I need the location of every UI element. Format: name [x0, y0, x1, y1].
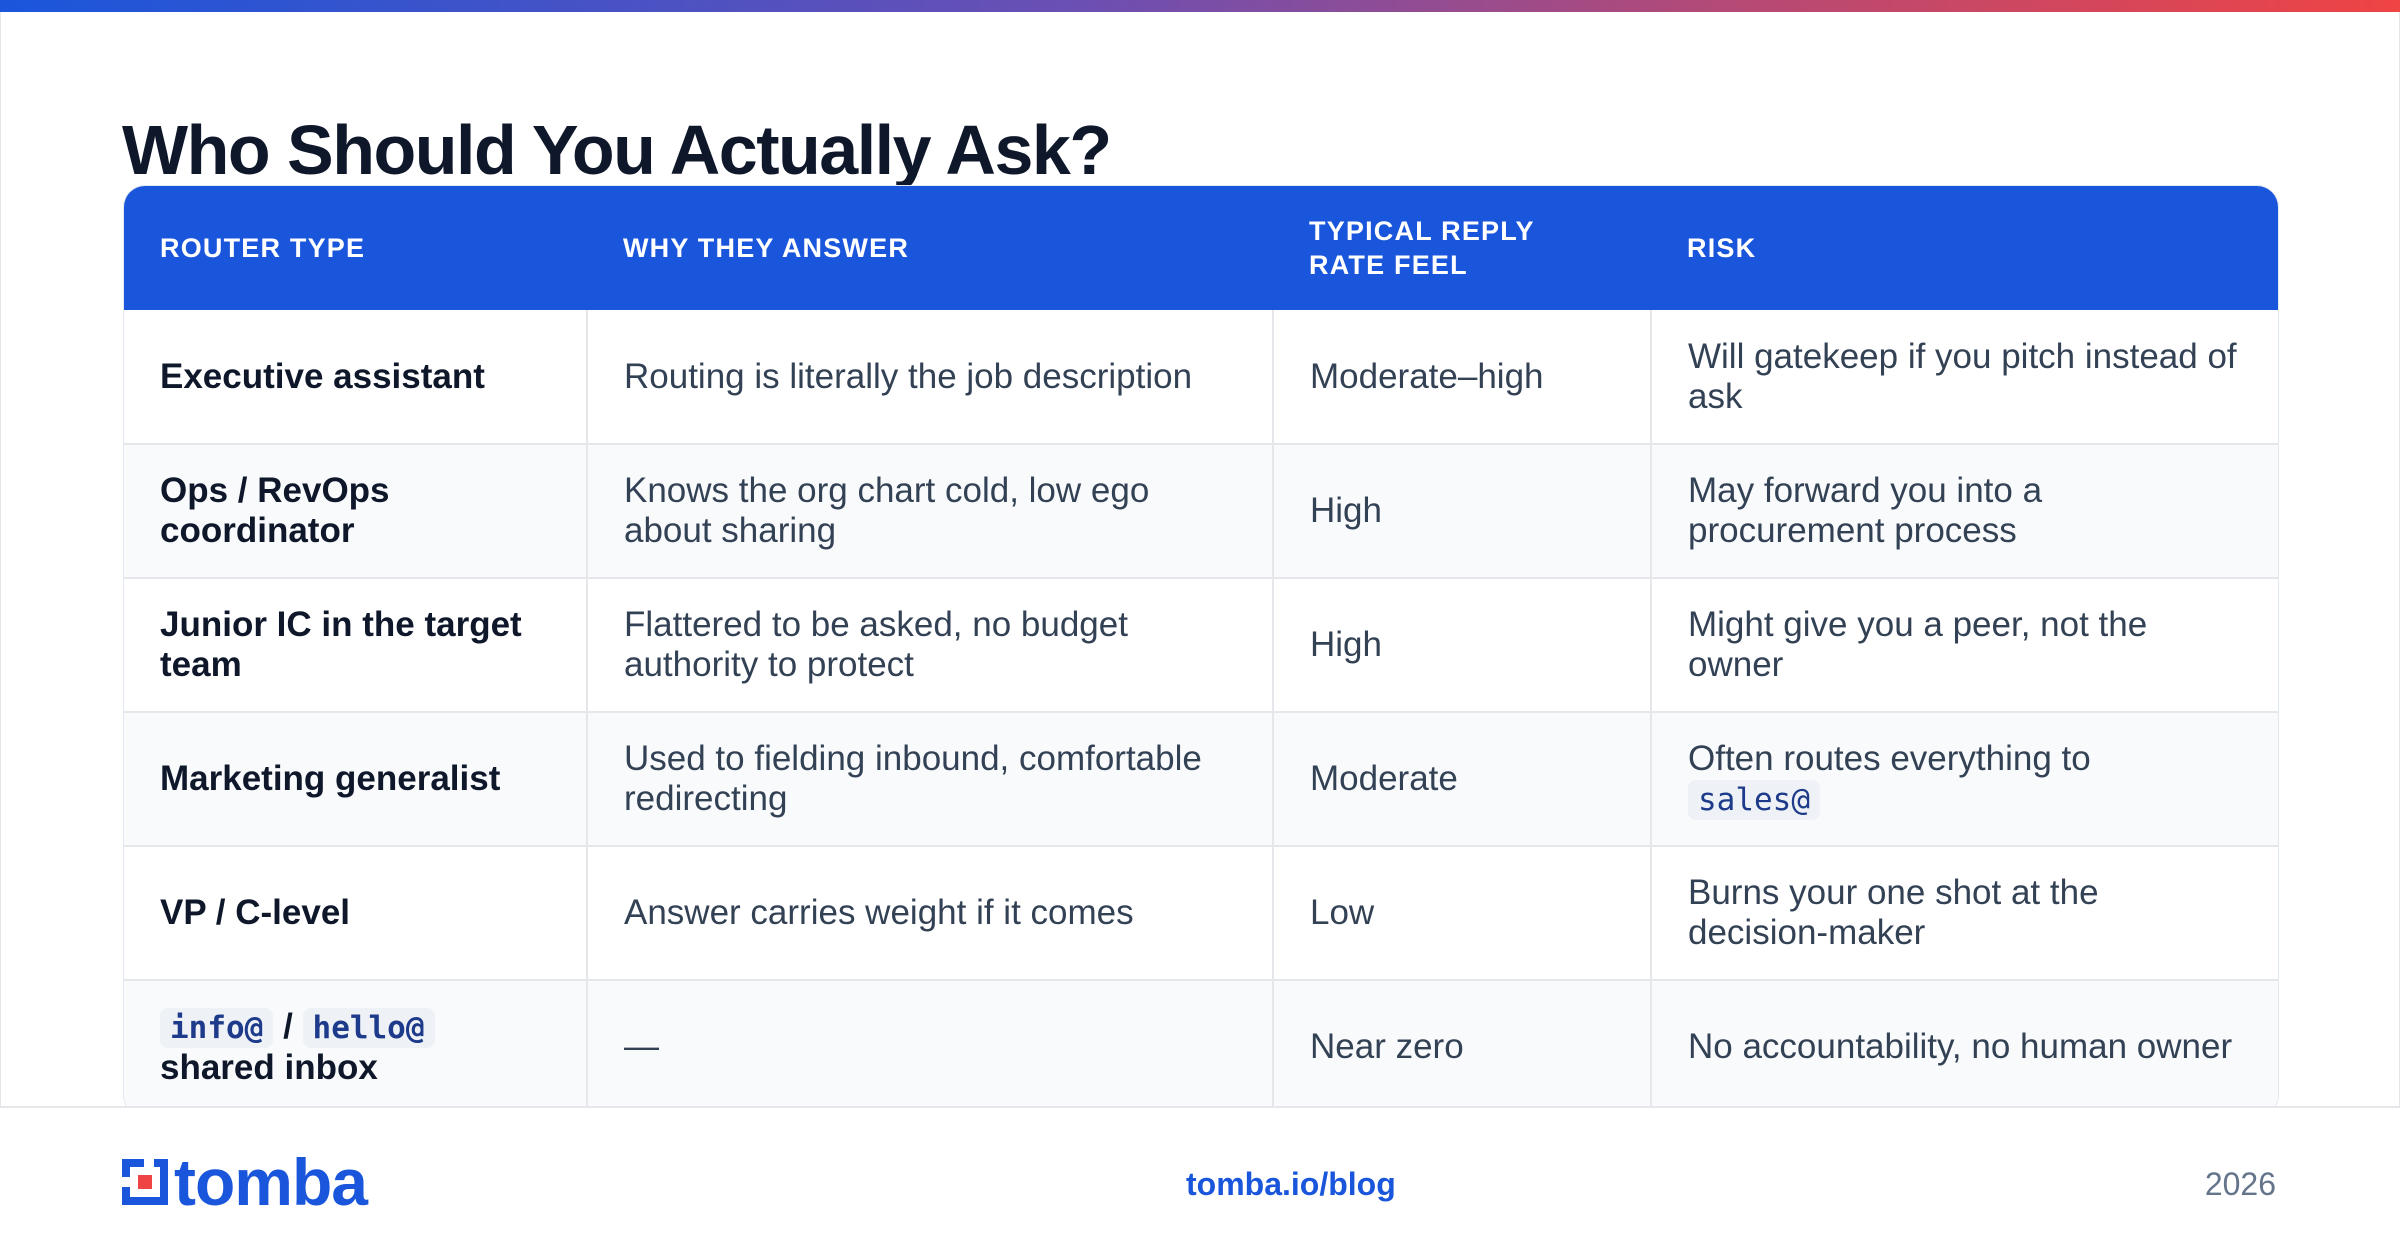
router-type-cell: Marketing generalist [124, 712, 588, 847]
top-gradient-bar [0, 0, 2400, 12]
table-row: Junior IC in the target team Flattered t… [124, 578, 2278, 713]
risk-cell: May forward you into a procurement proce… [1651, 444, 2278, 579]
email-code-info: info@ [160, 1007, 274, 1048]
table-row: Ops / RevOps coordinator Knows the org c… [124, 444, 2278, 579]
reply-rate-cell: High [1273, 578, 1652, 713]
table-header-row: Router type Why they answer Typical repl… [124, 186, 2278, 310]
column-header-risk: Risk [1687, 233, 1757, 263]
risk-cell: Will gatekeep if you pitch instead of as… [1651, 310, 2278, 445]
footer [0, 1108, 2400, 1260]
tomba-logo[interactable]: tomba [122, 1145, 368, 1219]
risk-cell: Might give you a peer, not the owner [1651, 578, 2278, 713]
column-header-reply-rate: Typical reply rate feel [1309, 216, 1535, 280]
blog-link[interactable]: tomba.io/blog [1186, 1166, 1396, 1202]
why-cell: Knows the org chart cold, low ego about … [587, 444, 1274, 579]
reply-rate-cell: High [1273, 444, 1652, 579]
page-title: Who Should You Actually Ask? [122, 111, 1112, 189]
email-code-hello: hello@ [302, 1007, 435, 1048]
risk-cell: No accountability, no human owner [1651, 980, 2278, 1115]
router-type-cell: Junior IC in the target team [124, 578, 588, 713]
column-header-why: Why they answer [623, 233, 910, 263]
table-row: VP / C-level Answer carries weight if it… [124, 846, 2278, 981]
risk-cell: Burns your one shot at the decision-make… [1651, 846, 2278, 981]
router-table: Router type Why they answer Typical repl… [123, 185, 2279, 1117]
reply-rate-cell: Near zero [1273, 980, 1652, 1115]
email-code-sales: sales@ [1688, 779, 1820, 820]
column-header-router-type: Router type [160, 233, 366, 263]
router-type-cell: VP / C-level [124, 846, 588, 981]
why-cell: Flattered to be asked, no budget authori… [587, 578, 1274, 713]
table-row: Executive assistant Routing is literally… [124, 310, 2278, 445]
router-type-cell: Executive assistant [124, 310, 588, 445]
reply-rate-cell: Moderate–high [1273, 310, 1652, 445]
risk-text: Often routes everything to [1688, 738, 2091, 778]
tomba-logo-icon [122, 1159, 168, 1205]
router-type-cell: info@ / hello@ shared inbox [124, 980, 588, 1115]
risk-cell: Often routes everything to sales@ [1651, 712, 2278, 847]
logo-wordmark: tomba [174, 1145, 368, 1219]
why-cell: Answer carries weight if it comes [587, 846, 1274, 981]
why-cell: Routing is literally the job description [587, 310, 1274, 445]
table-row: info@ / hello@ shared inbox — Near zero N… [124, 980, 2278, 1115]
router-type-separator: / [283, 1006, 293, 1046]
footer-year: 2026 [2204, 1166, 2276, 1202]
why-cell: — [587, 980, 1274, 1115]
router-type-cell: Ops / RevOps coordinator [124, 444, 588, 579]
reply-rate-cell: Moderate [1273, 712, 1652, 847]
why-cell: Used to fielding inbound, comfortable re… [587, 712, 1274, 847]
router-type-text: shared inbox [160, 1047, 378, 1087]
footer-divider [0, 1106, 2400, 1108]
table-row: Marketing generalist Used to fielding in… [124, 712, 2278, 847]
reply-rate-cell: Low [1273, 846, 1652, 981]
